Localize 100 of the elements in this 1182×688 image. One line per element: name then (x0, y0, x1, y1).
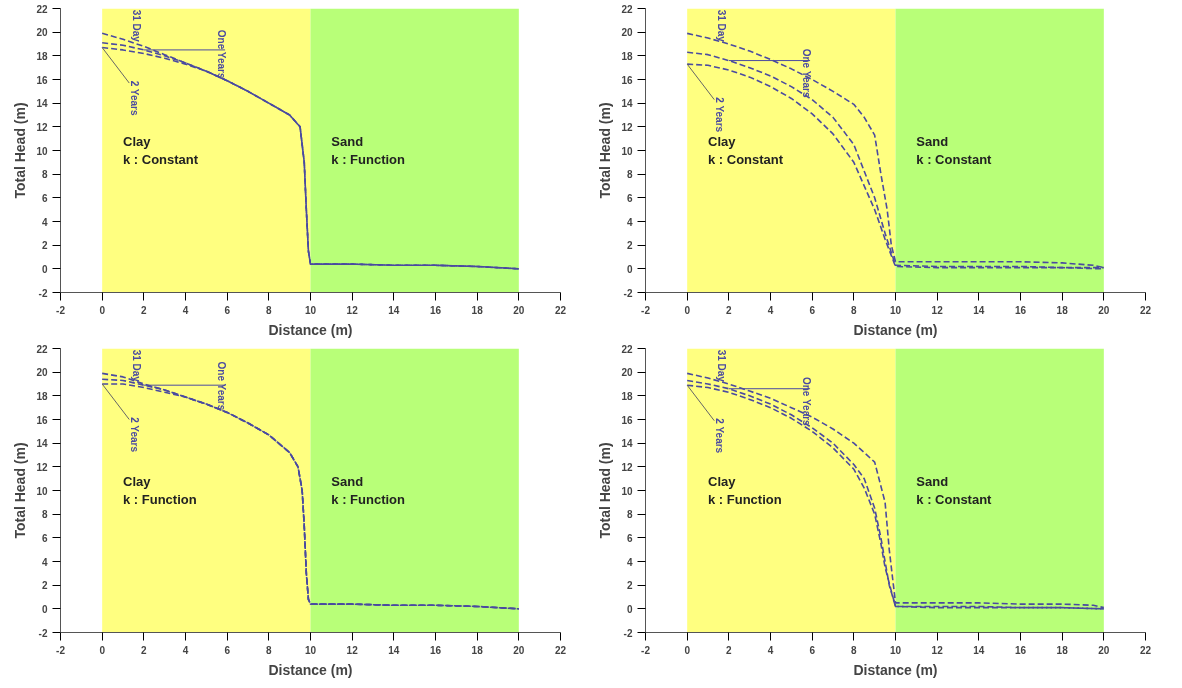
text: One Years (801, 48, 813, 98)
y-tick-label: 12 (36, 461, 48, 473)
y-tick-label: 16 (36, 74, 48, 86)
x-tick-label: 6 (809, 304, 816, 316)
text: 2 Years (714, 97, 726, 133)
x-tick-label: 16 (1014, 644, 1027, 656)
y-tick-label: 14 (621, 98, 633, 110)
text: 2 Years (129, 417, 141, 453)
y-tick-label: 14 (621, 438, 633, 450)
y-tick-label: 10 (621, 145, 633, 157)
y-tick-label: 2 (41, 240, 48, 252)
y-tick-label: 8 (41, 509, 48, 521)
y-tick-label: 4 (41, 556, 48, 568)
y-axis-title: Total Head (m) (597, 102, 614, 199)
y-tick-label: 20 (621, 27, 633, 39)
y-tick-label: 12 (621, 461, 633, 473)
x-tick-label: -2 (641, 304, 651, 316)
band-label: Sand k : Function (331, 134, 406, 167)
y-tick-label: 22 (621, 3, 633, 15)
y-tick-label: 18 (36, 50, 48, 62)
x-tick-label: 4 (767, 304, 774, 316)
y-tick-label: 4 (626, 216, 633, 228)
y-tick-label: 4 (41, 216, 48, 228)
y-tick-label: 12 (621, 121, 633, 133)
y-tick-label: -2 (623, 287, 633, 299)
y-tick-label: 8 (41, 169, 48, 181)
y-tick-label: 0 (626, 263, 633, 275)
text: One Years (216, 361, 228, 411)
x-tick-label: 16 (429, 644, 442, 656)
y-tick-label: 18 (621, 50, 633, 62)
x-tick-label: 20 (513, 644, 525, 656)
x-tick-label: 22 (554, 304, 567, 316)
x-tick-label: 18 (471, 644, 484, 656)
x-tick-label: 10 (889, 304, 902, 316)
y-tick-label: 14 (36, 98, 48, 110)
x-tick-label: 2 (726, 304, 733, 316)
x-axis-title: Distance (m) (268, 321, 353, 338)
x-tick-label: 2 (141, 644, 148, 656)
x-tick-label: 8 (266, 644, 273, 656)
y-tick-label: 6 (41, 532, 48, 544)
x-tick-label: 20 (1098, 644, 1110, 656)
x-tick-label: 14 (388, 304, 400, 316)
x-tick-label: 10 (889, 644, 902, 656)
y-tick-label: 8 (626, 169, 633, 181)
y-tick-label: 0 (626, 603, 633, 615)
y-tick-label: 16 (621, 74, 633, 86)
y-tick-label: 6 (626, 532, 633, 544)
y-tick-label: 18 (621, 390, 633, 402)
x-tick-label: -2 (56, 644, 66, 656)
x-tick-label: 12 (346, 304, 359, 316)
y-tick-label: 6 (626, 192, 633, 204)
x-tick-label: 8 (851, 644, 858, 656)
x-tick-label: 10 (304, 304, 317, 316)
x-tick-label: 12 (931, 304, 944, 316)
x-tick-label: 10 (304, 644, 317, 656)
x-tick-label: -2 (56, 304, 66, 316)
band-label: Clay k : Function (708, 474, 782, 507)
x-tick-label: 4 (182, 644, 189, 656)
x-tick-label: 14 (973, 304, 985, 316)
x-tick-label: 14 (388, 644, 400, 656)
y-tick-label: 22 (36, 343, 48, 355)
x-tick-label: 0 (684, 644, 691, 656)
x-tick-label: 2 (726, 644, 733, 656)
x-tick-label: 22 (1139, 304, 1152, 316)
y-tick-label: 20 (36, 367, 48, 379)
y-tick-label: -2 (623, 627, 633, 639)
y-tick-label: 2 (626, 240, 633, 252)
y-tick-label: 10 (621, 485, 633, 497)
text: 31 Day (716, 9, 728, 43)
text: 31 Day (131, 349, 143, 383)
y-tick-label: 22 (36, 3, 48, 15)
band-label: Clay k : Constant (123, 134, 199, 167)
y-tick-label: 20 (621, 367, 633, 379)
x-tick-label: 6 (224, 644, 231, 656)
x-tick-label: 6 (809, 644, 816, 656)
x-tick-label: 22 (554, 644, 567, 656)
x-tick-label: 0 (99, 304, 106, 316)
y-tick-label: 16 (36, 414, 48, 426)
y-axis-title: Total Head (m) (12, 102, 29, 199)
y-tick-label: 20 (36, 27, 48, 39)
x-axis-title: Distance (m) (853, 321, 938, 338)
y-tick-label: 2 (41, 580, 48, 592)
x-tick-label: 18 (1056, 644, 1069, 656)
x-tick-label: 22 (1139, 644, 1152, 656)
x-tick-label: 2 (141, 304, 148, 316)
y-tick-label: 0 (41, 603, 48, 615)
y-tick-label: 10 (36, 145, 48, 157)
x-tick-label: 0 (684, 304, 691, 316)
text: One Years (801, 376, 813, 427)
text: One Years (216, 29, 228, 79)
y-tick-label: 10 (36, 485, 48, 497)
y-tick-label: 0 (41, 263, 48, 275)
y-tick-label: 2 (626, 580, 633, 592)
text: 31 Day (131, 9, 143, 43)
x-tick-label: 0 (99, 644, 106, 656)
band-label: Sand k : Constant (916, 134, 993, 167)
x-tick-label: 16 (429, 304, 442, 316)
band-label: Clay k : Function (123, 474, 197, 507)
x-tick-label: 8 (851, 304, 858, 316)
x-tick-label: 18 (471, 304, 484, 316)
